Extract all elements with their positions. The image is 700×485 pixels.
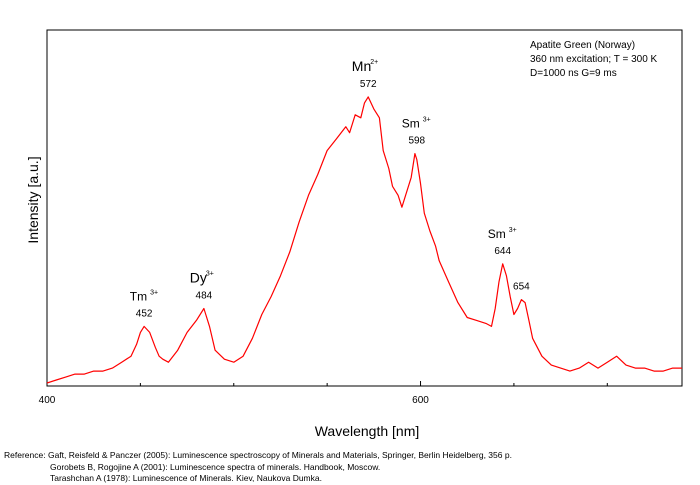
peak-wavelength-label: 572 (360, 79, 377, 90)
x-tick-label: 400 (39, 395, 56, 406)
info-line-excitation: 360 nm excitation; T = 300 K (530, 54, 658, 65)
peak-wavelength-label: 452 (136, 308, 153, 319)
series-line-0 (46, 96, 682, 384)
peak-charge-label: 3+ (423, 117, 431, 124)
peak-annotation: 644 Sm 3+ (488, 227, 517, 257)
peak-annotation: 654 (513, 282, 530, 293)
peak-annotation: 484 Dy 3+ (190, 270, 214, 302)
peak-ion-label: Dy (190, 270, 207, 286)
peak-ion-label: Sm (402, 117, 420, 131)
peak-charge-label: 3+ (509, 227, 517, 234)
y-axis-label: Intensity [a.u.] (25, 156, 41, 243)
peak-ion-label: Sm (488, 227, 506, 241)
peak-ion-label: Tm (130, 289, 147, 303)
series-group (46, 96, 682, 384)
peak-wavelength-label: 598 (408, 136, 425, 147)
plot-frame (46, 29, 683, 387)
reference-line-1: Reference: Gaft, Reisfeld & Panczer (200… (4, 450, 512, 462)
peak-annotation: 572 Mn 2+ (352, 58, 378, 90)
info-line-sample: Apatite Green (Norway) (530, 40, 635, 51)
peak-charge-label: 3+ (150, 289, 158, 296)
axes: 400 600 (39, 29, 683, 406)
info-line-delay-gate: D=1000 ns G=9 ms (530, 68, 617, 79)
reference-prefix: Reference: (4, 450, 46, 460)
peak-charge-label: 2+ (370, 59, 378, 66)
info-box: Apatite Green (Norway) 360 nm excitation… (530, 40, 658, 79)
peak-annotation: 452 Tm 3+ (130, 289, 158, 319)
x-axis-label: Wavelength [nm] (315, 423, 420, 439)
reference-1: Gaft, Reisfeld & Panczer (2005): Lumines… (47, 450, 512, 460)
peak-charge-label: 3+ (206, 271, 214, 278)
reference-2: Gorobets B, Rogojine A (2001): Luminesce… (50, 461, 381, 472)
peak-wavelength-label: 644 (494, 246, 511, 257)
reference-3: Tarashchan A (1978): Luminescence of Min… (50, 473, 322, 483)
peak-wavelength-label: 484 (196, 291, 213, 302)
peak-wavelength-label: 654 (513, 282, 530, 293)
reference-line-3: Tarashchan A (1978): Luminescence of Min… (4, 473, 512, 485)
peak-annotation: 598 Sm 3+ (402, 117, 431, 147)
references: Reference: Gaft, Reisfeld & Panczer (200… (4, 450, 512, 485)
x-tick-label: 600 (412, 395, 429, 406)
reference-line-2: Gorobets B, Rogojine A (2001): Luminesce… (4, 462, 512, 474)
peak-ion-label: Mn (352, 58, 371, 74)
